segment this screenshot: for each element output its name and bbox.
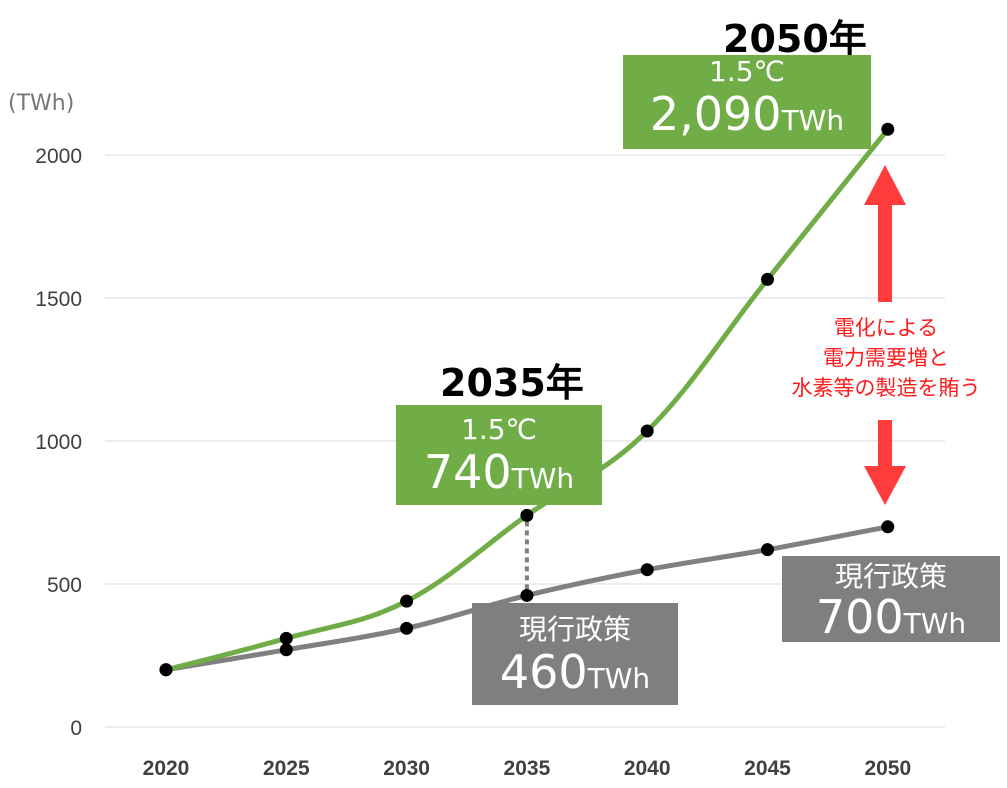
- y-axis-ticks: 0 500 1000 1500 2000: [35, 145, 82, 740]
- data-point-gray-2050: [881, 520, 895, 534]
- x-tick-label: 2020: [143, 757, 190, 780]
- box-2035-gray-unit: TWh: [587, 662, 651, 695]
- year-label-2050: 2050年: [723, 17, 867, 61]
- annotation-note: 電化による 電力需要増と 水素等の製造を賄う: [780, 313, 992, 403]
- box-2050-gray-unit: TWh: [903, 607, 967, 640]
- x-tick-label: 2030: [383, 757, 430, 780]
- data-point-gray-2040: [640, 563, 654, 577]
- box-2050-gray-value: 700: [815, 590, 904, 644]
- box-2035-gray-scenario: 現行政策: [518, 613, 631, 646]
- label-box-2050-gray: 現行政策 700TWh: [782, 556, 1000, 642]
- label-box-2050-green: 1.5℃ 2,090TWh: [623, 55, 871, 149]
- y-tick-label: 1500: [35, 288, 82, 311]
- data-point-green-2025: [279, 631, 293, 645]
- box-2035-gray-value: 460: [499, 645, 588, 699]
- data-point-green-2040: [640, 424, 654, 438]
- y-tick-label: 500: [47, 574, 82, 597]
- box-2035-green-scenario: 1.5℃: [461, 413, 537, 446]
- x-tick-label: 2025: [263, 757, 310, 780]
- box-2050-green-unit: TWh: [781, 104, 845, 137]
- note-line-1: 電化による: [833, 316, 939, 340]
- x-axis-ticks: 2020 2025 2030 2035 2040 2045 2050: [143, 757, 912, 780]
- y-unit-label: (TWh): [8, 91, 74, 116]
- x-tick-label: 2045: [744, 757, 791, 780]
- label-box-2035-green: 1.5℃ 740TWh: [396, 405, 602, 505]
- x-tick-label: 2035: [504, 757, 551, 780]
- y-tick-label: 0: [70, 717, 82, 740]
- box-2050-green-value: 2,090: [649, 87, 782, 141]
- data-point-green-2035: [520, 508, 534, 522]
- x-tick-label: 2040: [624, 757, 671, 780]
- data-point-gray-2025: [279, 643, 293, 657]
- red-up-arrow: [864, 165, 906, 302]
- box-2050-gray-scenario: 現行政策: [834, 560, 947, 593]
- data-point-gray-2020: [159, 663, 173, 677]
- box-2035-green-unit: TWh: [511, 462, 575, 495]
- y-tick-label: 1000: [35, 431, 82, 454]
- data-points: [159, 122, 895, 677]
- label-box-2035-gray: 現行政策 460TWh: [472, 603, 678, 705]
- red-down-arrow: [864, 420, 906, 505]
- year-label-2035: 2035年: [440, 361, 584, 405]
- data-point-gray-2035: [520, 588, 534, 602]
- y-tick-label: 2000: [35, 145, 82, 168]
- x-tick-label: 2050: [864, 757, 911, 780]
- data-point-gray-2030: [400, 621, 414, 635]
- data-point-green-2050: [881, 122, 895, 136]
- note-line-2: 電力需要増と: [823, 346, 949, 370]
- data-point-green-2030: [400, 594, 414, 608]
- box-2035-green-value: 740: [423, 445, 512, 499]
- data-point-gray-2045: [761, 543, 774, 557]
- note-line-3: 水素等の製造を賄う: [791, 376, 981, 400]
- data-point-green-2045: [761, 272, 774, 286]
- box-2050-green-scenario: 1.5℃: [709, 55, 785, 88]
